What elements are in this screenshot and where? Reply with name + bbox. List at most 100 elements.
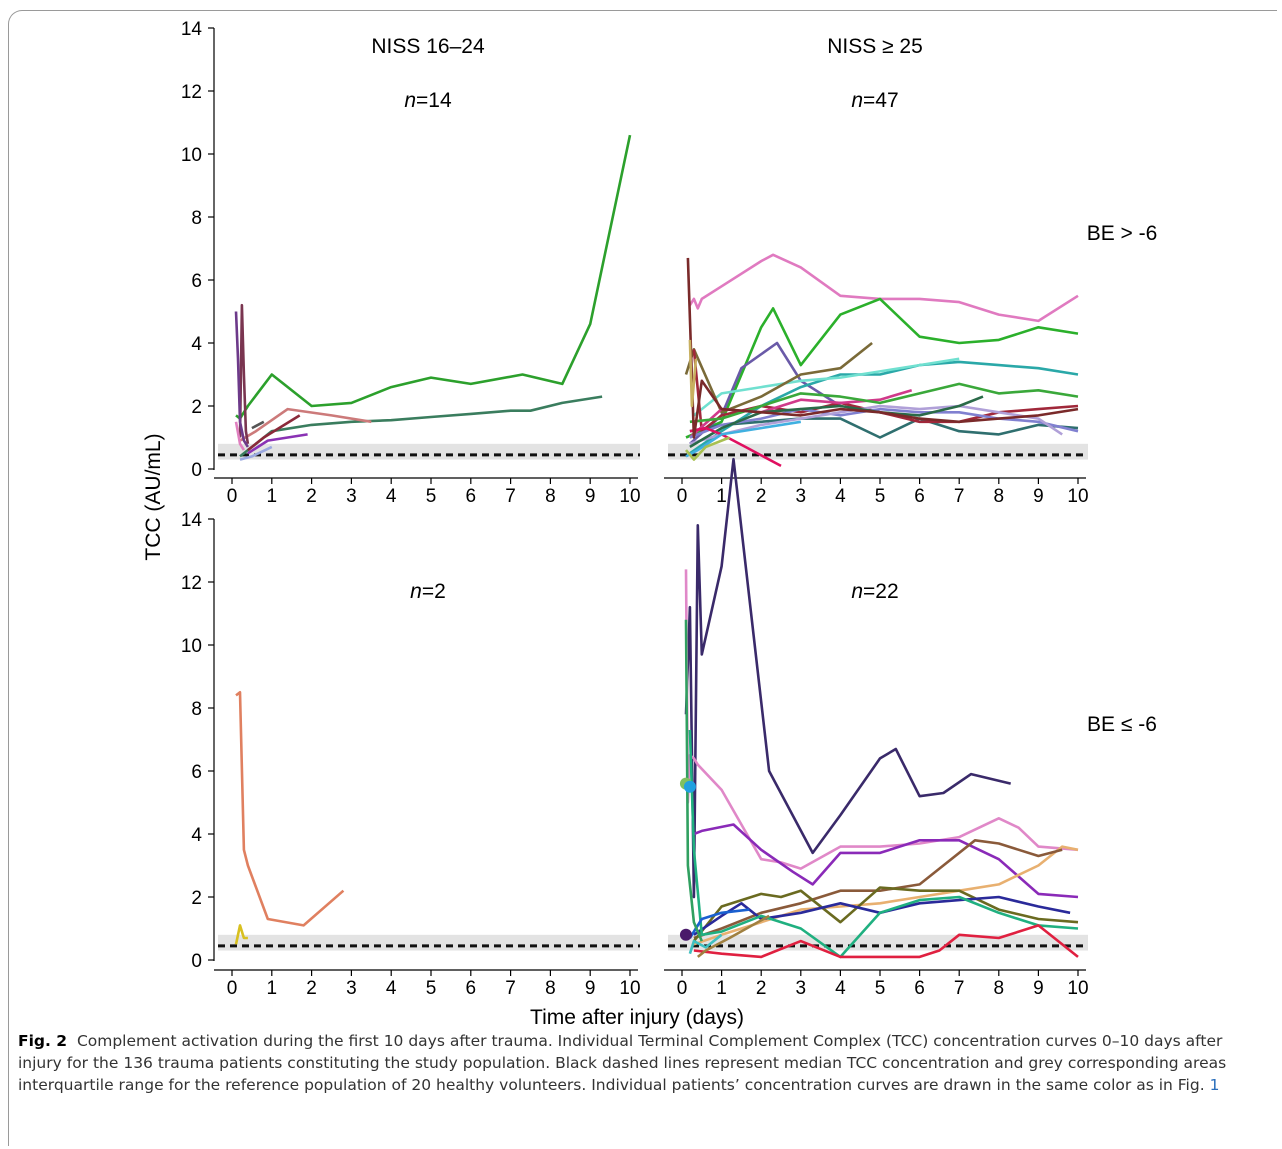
series-line-8 [251,420,265,430]
y-tick-label: 6 [191,271,202,292]
x-tick-label: 8 [545,486,556,507]
y-tick-label: 2 [191,888,202,909]
series-line-3 [239,407,372,442]
x-tick-label: 6 [914,486,925,507]
reference-iqr-band [218,934,640,951]
y-tick-label: 12 [181,82,202,103]
panel-n-annotation: n=2 [410,580,446,603]
series-line-3 [693,823,1079,899]
x-tick-label: 4 [835,486,846,507]
x-tick-label: 7 [954,486,965,507]
x-tick-label: 4 [386,978,397,999]
x-tick-label: 3 [346,978,357,999]
x-tick-label: 0 [227,978,238,999]
series-line-13 [689,395,984,449]
series-line-8 [688,729,1079,959]
series-line-1 [235,690,345,927]
x-tick-label: 1 [716,486,727,507]
series-line-2 [685,297,1079,439]
series-line-4 [693,845,1079,946]
x-tick-label: 10 [1067,978,1088,999]
series-line-6 [247,414,301,452]
series-line-2 [234,924,248,945]
panel-n-annotation: n=14 [404,89,452,112]
series-line-2 [684,569,1079,870]
series-line-9 [239,445,273,461]
reference-iqr-band [668,443,1088,460]
x-tick-label: 5 [875,978,886,999]
series-line-9 [693,924,1079,959]
caption-figure-link[interactable]: 1 [1209,1076,1220,1094]
panel-n-annotation: n=22 [851,580,898,603]
y-tick-label: 0 [191,951,202,972]
series-line-17 [685,436,730,461]
series-line-7 [247,433,308,455]
series-line-18 [688,339,698,408]
x-tick-label: 7 [505,978,516,999]
x-tick-label: 0 [677,486,688,507]
series-line-11 [684,619,703,942]
x-tick-label: 0 [677,978,688,999]
x-tick-label: 7 [954,978,965,999]
series-line-6 [692,886,1079,942]
y-tick-label: 10 [181,636,202,657]
x-tick-label: 8 [994,486,1005,507]
x-tick-label: 3 [796,978,807,999]
caption-text: Complement activation during the first 1… [18,1032,1227,1094]
x-tick-label: 4 [386,486,397,507]
series-line-13 [688,933,723,955]
x-tick-label: 2 [306,486,317,507]
series-line-16 [685,420,802,458]
x-tick-label: 7 [505,486,516,507]
series-line-7 [693,895,1071,936]
series-line-4 [689,360,1079,455]
x-tick-label: 6 [914,978,925,999]
x-tick-label: 8 [545,978,556,999]
series-line-12 [696,914,770,958]
series-line-11 [689,407,1079,439]
x-tick-label: 2 [756,486,767,507]
series-line-5 [234,311,249,448]
col-title-niss-25: NISS ≥ 25 [827,35,923,58]
y-tick-label: 8 [191,699,202,720]
y-tick-label: 2 [191,397,202,418]
series-line-4 [238,303,250,445]
y-tick-label: 6 [191,762,202,783]
x-tick-label: 6 [466,486,477,507]
y-tick-label: 12 [181,573,202,594]
series-line-1 [688,253,1079,323]
chart-panel-4: 0 1 2 3 4 5 6 7 8 9 10n=22 [664,457,1089,999]
x-tick-label: 0 [227,486,238,507]
y-tick-label: 8 [191,208,202,229]
series-line-1 [235,134,632,420]
x-tick-label: 9 [1033,486,1044,507]
x-tick-label: 9 [585,486,596,507]
series-line-12 [689,404,1063,446]
x-tick-label: 2 [756,978,767,999]
x-tick-label: 1 [716,978,727,999]
x-tick-label: 1 [267,486,278,507]
y-tick-label: 4 [191,825,202,846]
series-line-15 [686,257,1079,439]
figure-frame [8,10,1277,1146]
y-tick-label: 14 [181,19,203,40]
y-tick-label: 14 [181,510,203,531]
series-marker-3 [679,928,692,941]
x-tick-label: 2 [306,978,317,999]
x-tick-label: 10 [619,978,640,999]
x-tick-label: 8 [994,978,1005,999]
series-line-7 [689,417,1079,439]
series-line-1 [684,457,1012,899]
x-tick-label: 5 [875,486,886,507]
col-title-niss-16-24: NISS 16–24 [371,35,485,58]
figure-caption: Fig. 2 Complement activation during the … [18,1030,1268,1096]
reference-iqr-band [218,443,640,460]
series-line-10 [234,421,246,451]
x-tick-label: 5 [426,978,437,999]
x-tick-label: 4 [835,978,846,999]
x-tick-label: 9 [585,978,596,999]
caption-label: Fig. 2 [18,1032,68,1050]
